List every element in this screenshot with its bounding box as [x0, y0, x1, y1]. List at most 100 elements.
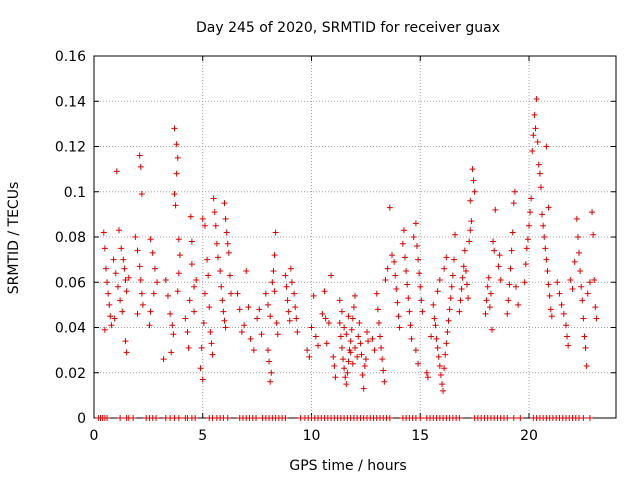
data-point: [382, 276, 389, 283]
data-point: [169, 322, 176, 329]
data-point: [350, 304, 357, 311]
data-point: [122, 338, 129, 345]
data-point: [117, 415, 124, 421]
data-point: [558, 301, 565, 308]
data-point: [134, 310, 141, 317]
data-point: [341, 324, 348, 331]
data-point: [378, 344, 385, 351]
data-point: [361, 362, 368, 369]
data-point: [360, 385, 367, 392]
data-point: [509, 229, 516, 236]
data-point: [489, 326, 496, 333]
data-point: [522, 261, 529, 268]
y-axis-label: SRMTID / TECUs: [6, 182, 22, 295]
data-point: [483, 297, 490, 304]
data-point: [357, 340, 364, 347]
data-point: [534, 138, 541, 145]
data-point: [265, 301, 271, 308]
data-point: [515, 301, 522, 308]
data-point: [548, 313, 555, 320]
data-point: [338, 344, 345, 351]
data-point: [349, 360, 356, 367]
data-point: [434, 344, 441, 351]
data-point: [388, 252, 395, 259]
data-point: [450, 256, 457, 263]
data-point: [151, 265, 158, 272]
data-point: [400, 227, 407, 234]
data-point: [579, 297, 586, 304]
data-point: [556, 290, 563, 297]
data-point: [287, 265, 294, 272]
data-point: [267, 313, 274, 320]
data-point: [322, 315, 329, 322]
data-point: [343, 331, 350, 338]
data-point: [571, 258, 578, 265]
y-tick-label: 0.04: [55, 321, 86, 337]
data-point: [528, 195, 535, 202]
data-point: [321, 288, 328, 295]
data-point: [258, 331, 265, 338]
data-point: [471, 188, 478, 195]
data-point: [125, 274, 132, 281]
data-point: [467, 227, 474, 234]
data-point: [355, 333, 362, 340]
data-point: [123, 288, 130, 295]
data-point: [174, 288, 181, 295]
data-point: [265, 347, 271, 354]
data-point: [431, 315, 438, 322]
data-point: [325, 319, 332, 326]
data-point: [286, 317, 293, 324]
data-point: [328, 272, 335, 279]
data-point: [524, 236, 531, 243]
data-point: [130, 415, 137, 421]
data-point: [204, 256, 211, 263]
data-point: [332, 374, 339, 381]
data-point: [456, 308, 463, 315]
data-point: [554, 279, 561, 286]
data-point: [323, 340, 330, 347]
data-point: [578, 283, 585, 290]
data-point: [436, 362, 443, 369]
data-point: [507, 265, 514, 272]
data-point: [137, 163, 144, 170]
data-point: [175, 415, 182, 421]
data-point: [319, 310, 326, 317]
data-point: [118, 245, 125, 252]
data-point: [542, 245, 549, 252]
data-point: [369, 335, 376, 342]
data-point: [170, 331, 177, 338]
data-point: [345, 313, 352, 320]
data-point: [306, 353, 313, 360]
data-point: [285, 308, 292, 315]
data-point: [567, 276, 574, 283]
data-point: [433, 335, 440, 342]
data-point: [254, 315, 261, 322]
data-point: [424, 374, 431, 381]
data-point: [292, 304, 299, 311]
data-point: [342, 374, 349, 381]
data-point: [210, 195, 217, 202]
data-point: [184, 329, 191, 336]
data-point: [273, 319, 280, 326]
data-point: [469, 166, 476, 173]
data-point: [593, 315, 600, 322]
data-point: [146, 322, 153, 329]
data-point: [441, 365, 448, 372]
data-point: [547, 306, 554, 313]
x-tick-label: 10: [303, 428, 321, 444]
data-point: [580, 415, 587, 421]
data-point: [282, 272, 289, 279]
data-point: [221, 200, 228, 207]
data-point: [399, 240, 406, 247]
data-point: [185, 344, 192, 351]
data-point: [108, 322, 115, 329]
data-point: [209, 351, 216, 358]
data-point: [564, 333, 571, 340]
data-point: [428, 333, 435, 340]
data-point: [147, 236, 154, 243]
data-point: [137, 276, 144, 283]
data-point: [175, 270, 182, 277]
data-point: [584, 290, 591, 297]
data-point: [119, 308, 126, 315]
data-point: [343, 381, 350, 388]
